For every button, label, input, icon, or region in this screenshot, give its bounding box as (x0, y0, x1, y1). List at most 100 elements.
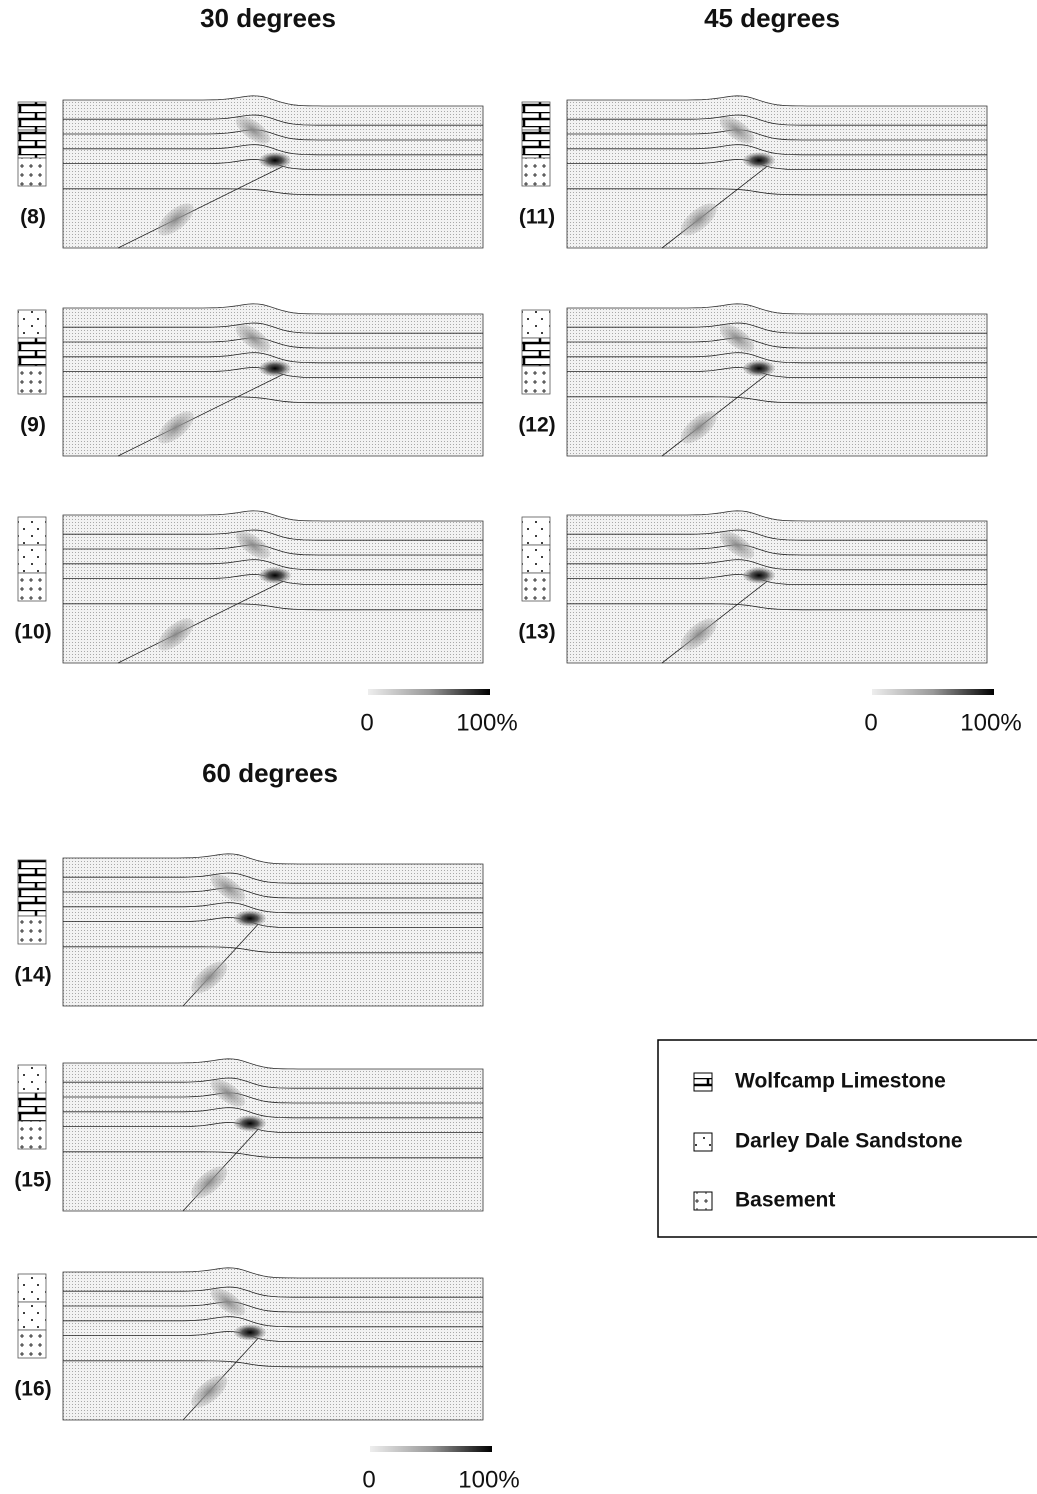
title: 45 degrees (704, 3, 840, 33)
damage-zone (743, 360, 775, 377)
layer-line (63, 396, 483, 404)
damage-zone (235, 324, 271, 352)
strat-unit (17, 129, 47, 159)
layer-line (567, 396, 987, 404)
legend-box (657, 1039, 1037, 1238)
layer-line (63, 1092, 483, 1104)
panel-body (566, 303, 988, 457)
damage-zone (259, 360, 291, 377)
layer-line (567, 366, 987, 378)
strat-unit (17, 1092, 47, 1122)
layer-line (63, 559, 483, 571)
panel-body (62, 853, 484, 1007)
strat-unit (521, 572, 551, 602)
legend-icon (693, 1132, 713, 1152)
strat-unit (17, 1273, 47, 1303)
legend-label: Basement (735, 1189, 835, 1212)
strat-unit (17, 309, 47, 339)
damage-zone (719, 116, 755, 144)
panel-body (566, 95, 988, 249)
strat-unit (17, 544, 47, 574)
panel-label: (15) (14, 1169, 51, 1192)
damage-zone (191, 1375, 228, 1408)
strat-unit (521, 516, 551, 546)
layer-line (63, 1077, 483, 1089)
layer-line (567, 544, 987, 556)
layer-line (567, 352, 987, 364)
colorbar-max: 100% (456, 709, 517, 736)
damage-zone (157, 203, 194, 236)
damage-zone (234, 1115, 266, 1132)
title: 60 degrees (202, 758, 338, 788)
strat-unit (521, 309, 551, 339)
damage-zone (743, 152, 775, 169)
strat-unit (17, 516, 47, 546)
layer-line (63, 129, 483, 141)
strat-unit (17, 1064, 47, 1094)
strat-unit (17, 1329, 47, 1359)
damage-zone (234, 910, 266, 927)
legend-label: Wolfcamp Limestone (735, 1070, 946, 1093)
layer-line (567, 529, 987, 541)
strat-unit (17, 887, 47, 917)
panel-label: (14) (14, 964, 51, 987)
colorbar-min: 0 (362, 1466, 375, 1493)
strat-unit (17, 915, 47, 945)
layer-line (63, 1360, 483, 1368)
panel-label: (12) (518, 414, 555, 437)
layer-line (63, 144, 483, 156)
damage-zone (157, 618, 194, 651)
layer-line (63, 916, 483, 928)
legend-icon (693, 1191, 713, 1211)
damage-zone (210, 1288, 246, 1316)
layer-line (63, 114, 483, 126)
damage-zone (743, 567, 775, 584)
panel-label: (16) (14, 1378, 51, 1401)
colorbar-min: 0 (864, 709, 877, 736)
damage-zone (157, 411, 194, 444)
layer-line (63, 1107, 483, 1119)
strat-unit (17, 157, 47, 187)
strat-unit (17, 1120, 47, 1150)
strat-unit (521, 129, 551, 159)
layer-line (63, 1301, 483, 1313)
legend-label: Darley Dale Sandstone (735, 1130, 963, 1153)
damage-zone (191, 961, 228, 994)
colorbar-min: 0 (360, 709, 373, 736)
layer-line (63, 529, 483, 541)
layer-line (63, 544, 483, 556)
colorbar-max: 100% (960, 709, 1021, 736)
damage-zone (680, 203, 717, 236)
damage-zone (719, 531, 755, 559)
fault (117, 581, 284, 664)
fault (117, 166, 284, 249)
fault (117, 374, 284, 457)
damage-zone (235, 116, 271, 144)
layer-line (63, 946, 483, 954)
panel-body (566, 510, 988, 664)
layer-line (63, 872, 483, 884)
layer-line (63, 337, 483, 349)
strat-unit (521, 157, 551, 187)
strat-unit (17, 337, 47, 367)
layer-line (63, 352, 483, 364)
panel-label: (13) (518, 621, 555, 644)
damage-zone (259, 567, 291, 584)
colorbar (368, 689, 490, 695)
layer-line (567, 158, 987, 170)
panel-label: (8) (20, 206, 46, 229)
strat-unit (17, 572, 47, 602)
panel-body (62, 1058, 484, 1212)
colorbar-max: 100% (458, 1466, 519, 1493)
layer-line (567, 129, 987, 141)
layer-line (63, 322, 483, 334)
layer-line (567, 559, 987, 571)
damage-zone (234, 1324, 266, 1341)
layer-line (567, 114, 987, 126)
damage-zone (680, 618, 717, 651)
strat-unit (17, 101, 47, 131)
layer-line (63, 902, 483, 914)
layer-line (567, 188, 987, 196)
layer-line (63, 1316, 483, 1328)
